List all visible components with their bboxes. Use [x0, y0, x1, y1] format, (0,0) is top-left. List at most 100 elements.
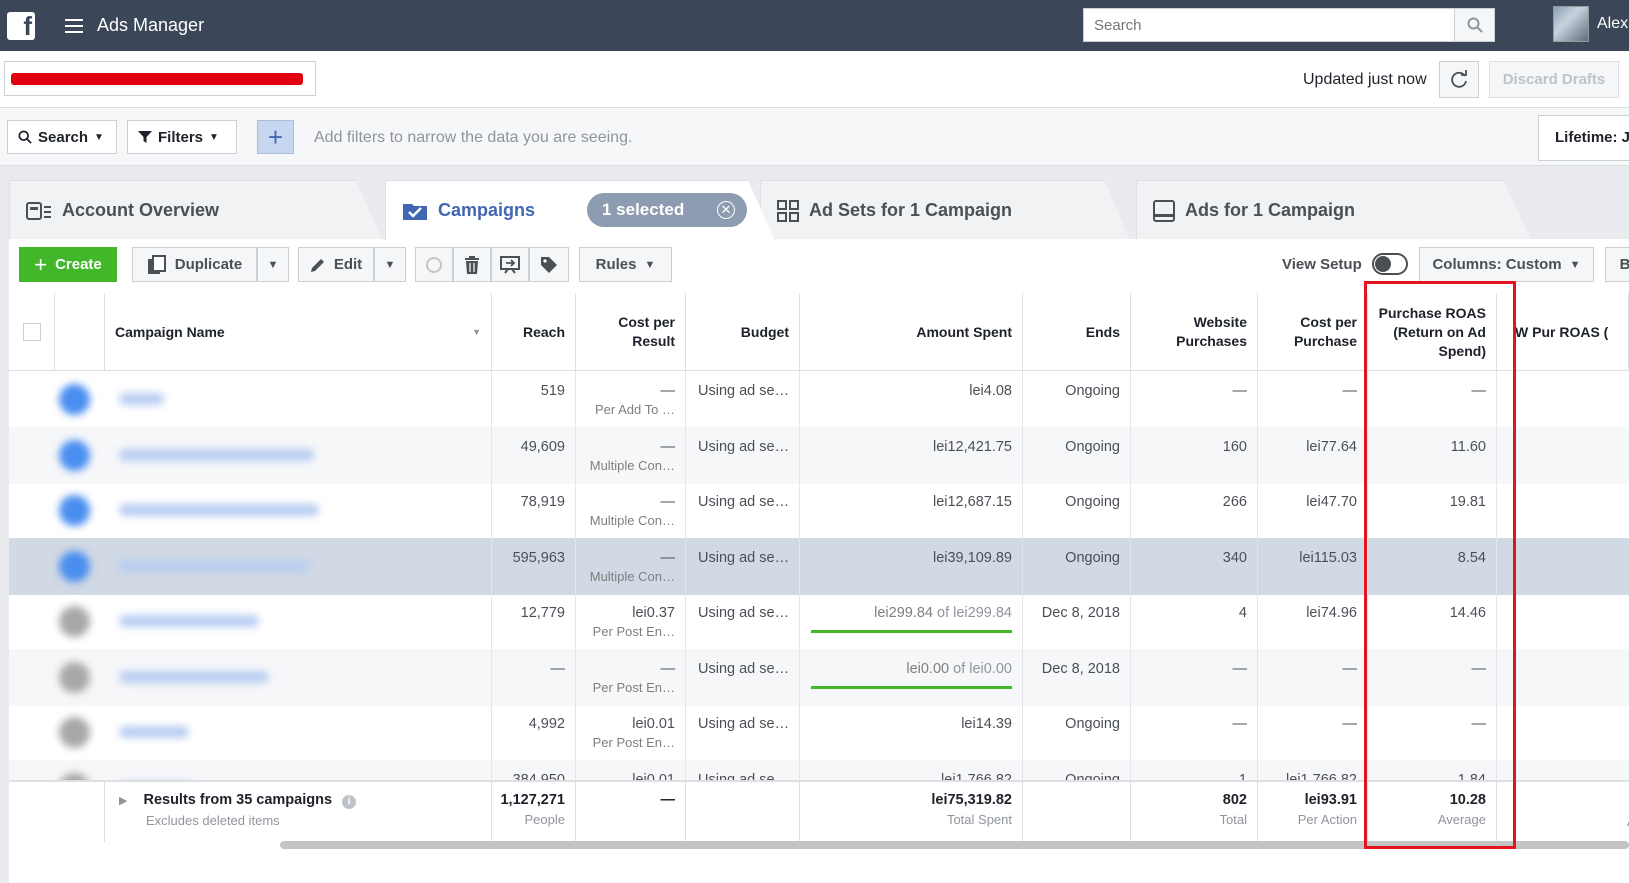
column-header-amount-spent[interactable]: Amount Spent: [800, 293, 1023, 371]
column-header-purchase-roas[interactable]: Purchase ROAS (Return on Ad Spend): [1368, 293, 1497, 371]
column-header-cost-per-purchase[interactable]: Cost per Purchase: [1258, 293, 1368, 371]
tag-button[interactable]: [529, 247, 569, 282]
campaign-name-text[interactable]: [119, 559, 309, 572]
blurred-campaign-name[interactable]: [9, 427, 463, 484]
cell-reach: 12,779: [492, 593, 576, 650]
discard-drafts-button[interactable]: Discard Drafts: [1489, 61, 1619, 98]
cell-reach: 49,609: [492, 426, 576, 484]
ab-test-button[interactable]: [491, 247, 529, 282]
view-setup-toggle[interactable]: [1372, 253, 1408, 275]
delete-button[interactable]: [453, 247, 491, 282]
table-row[interactable]: 12,779 lei0.37 Per Post En… Using ad se… lei…: [9, 593, 1629, 650]
table-row[interactable]: — — Per Post En… Using ad se… lei0.00 of lei…: [9, 648, 1629, 706]
ends-value: Dec 8, 2018: [1041, 605, 1120, 621]
table-row[interactable]: 49,609 — Multiple Con… Using ad se… lei12,42…: [9, 426, 1629, 484]
table-row[interactable]: 4,992 lei0.01 Per Post En… Using ad se… lei1…: [9, 704, 1629, 761]
campaign-name-text[interactable]: [119, 670, 269, 683]
table-row[interactable]: 78,919 — Multiple Con… Using ad se… lei12,68…: [9, 482, 1629, 539]
edit-dropdown[interactable]: ▼: [374, 247, 406, 282]
search-input[interactable]: [1084, 9, 1444, 41]
cell-roas: 19.81: [1368, 482, 1497, 539]
status-toggle-icon[interactable]: [59, 495, 90, 526]
filters-button[interactable]: Filters ▼: [127, 120, 237, 154]
search-filter-button[interactable]: Search ▼: [7, 120, 117, 154]
add-filter-button[interactable]: +: [257, 120, 294, 154]
cell-reach: 595,963: [492, 537, 576, 595]
column-header-cost-per-result[interactable]: Cost per Result: [576, 293, 686, 371]
totals-purchases-sub: Total: [1219, 812, 1247, 827]
column-header-budget[interactable]: Budget: [686, 293, 800, 371]
tab-ad-sets[interactable]: Ad Sets for 1 Campaign: [760, 180, 1130, 240]
avatar[interactable]: [1553, 6, 1589, 42]
campaign-name-text[interactable]: [119, 504, 319, 516]
refresh-button[interactable]: [1439, 61, 1479, 98]
search-button[interactable]: [1454, 9, 1494, 41]
blurred-campaign-name[interactable]: [9, 704, 463, 761]
campaign-name-text[interactable]: [119, 393, 164, 405]
tab-ads[interactable]: Ads for 1 Campaign: [1136, 180, 1531, 240]
cell-roas: —: [1368, 648, 1497, 706]
info-icon[interactable]: i: [342, 795, 357, 809]
user-name[interactable]: Alex: [1597, 15, 1629, 32]
selected-pill[interactable]: 1 selected ✕: [587, 193, 747, 227]
column-header-reach[interactable]: Reach: [492, 293, 576, 371]
tab-label: Ads for 1 Campaign: [1185, 200, 1356, 220]
account-bar: Updated just now Discard Drafts: [0, 51, 1629, 108]
campaign-name-text[interactable]: [119, 448, 314, 461]
columns-button[interactable]: Columns: Custom ▼: [1419, 247, 1594, 282]
blurred-campaign-name[interactable]: [9, 482, 463, 539]
menu-icon[interactable]: [65, 15, 83, 37]
facebook-logo-icon[interactable]: f: [7, 11, 35, 41]
cell-budget: Using ad se…: [686, 704, 800, 761]
cell-roas: 8.54: [1368, 537, 1497, 595]
totals-sub: Excludes deleted items: [146, 813, 280, 828]
level-tabs: Account Overview Campaigns Ad Sets for 1…: [0, 166, 1629, 240]
duplicate-dropdown[interactable]: ▼: [257, 247, 289, 282]
expand-chevron-icon[interactable]: ▶: [119, 795, 128, 807]
filters-label: Filters: [158, 128, 204, 146]
account-selector[interactable]: [4, 61, 316, 96]
campaign-name-text[interactable]: [119, 615, 259, 627]
select-all-checkbox[interactable]: [22, 323, 41, 341]
power-icon: [426, 256, 442, 273]
totals-cpp-sub: Per Action: [1297, 812, 1357, 827]
breakdown-button[interactable]: B: [1605, 247, 1629, 282]
cell-next: [1497, 538, 1629, 595]
cell-next: [1497, 593, 1629, 650]
spacer-cell: [463, 482, 492, 539]
rules-button[interactable]: Rules ▼: [579, 247, 672, 282]
trash-icon: [465, 255, 479, 274]
status-toggle-icon[interactable]: [59, 550, 90, 582]
toggle-status-button[interactable]: [415, 247, 453, 282]
status-toggle-icon[interactable]: [59, 717, 90, 748]
duplicate-button[interactable]: Duplicate: [132, 247, 257, 282]
edit-button[interactable]: Edit: [298, 247, 374, 282]
column-header-ends[interactable]: Ends: [1023, 293, 1131, 371]
status-toggle-icon[interactable]: [59, 661, 90, 693]
blurred-campaign-name[interactable]: [9, 538, 463, 595]
date-range-button[interactable]: Lifetime: J: [1538, 115, 1629, 161]
roas-value: 14.46: [1449, 605, 1486, 621]
cell-budget: Using ad se…: [686, 648, 800, 706]
create-button[interactable]: + Create: [19, 247, 117, 282]
status-toggle-icon[interactable]: [59, 384, 90, 415]
view-setup-label: View Setup: [1282, 256, 1362, 273]
table-row[interactable]: 595,963 — Multiple Con… Using ad se… lei39,1…: [9, 537, 1629, 595]
spent-value: lei4.08: [969, 383, 1012, 399]
table-row[interactable]: 519 — Per Add To … Using ad se… lei4.08 Ongoi…: [9, 371, 1629, 428]
close-icon[interactable]: ✕: [717, 201, 735, 219]
blurred-campaign-name[interactable]: [9, 649, 463, 706]
column-header-website-purchases[interactable]: Website Purchases: [1131, 293, 1258, 371]
status-toggle-icon[interactable]: [59, 606, 90, 637]
folder-check-icon: [403, 203, 427, 220]
status-toggle-icon[interactable]: [59, 439, 90, 471]
column-header-next[interactable]: W Pur ROAS (: [1497, 293, 1629, 371]
tab-account-overview[interactable]: Account Overview: [9, 180, 382, 240]
horizontal-scrollbar[interactable]: [280, 841, 1629, 849]
blurred-campaign-name[interactable]: [9, 371, 463, 428]
reach-value: —: [550, 660, 566, 677]
campaign-name-text[interactable]: [119, 726, 189, 738]
cpr-sub: Per Post En…: [592, 735, 675, 750]
blurred-campaign-name[interactable]: [9, 593, 463, 650]
column-header-campaign-name[interactable]: Campaign Name ▼: [105, 293, 492, 371]
